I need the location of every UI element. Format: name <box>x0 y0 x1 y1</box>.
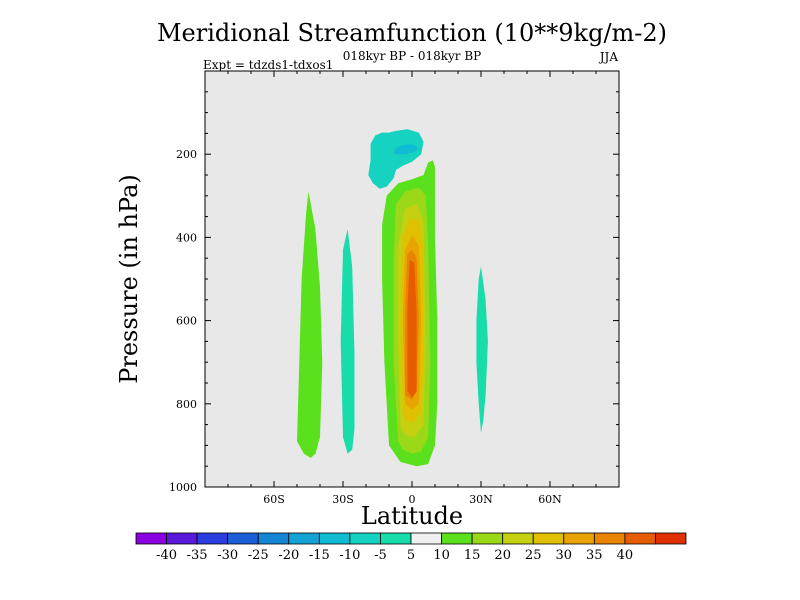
colorbar-swatch <box>166 532 198 545</box>
y-tick-label: 600 <box>176 315 197 328</box>
contour-main-cell-35 <box>407 260 417 398</box>
contour-upper-trough-inner <box>393 144 419 155</box>
colorbar-label: 20 <box>494 548 511 563</box>
y-axis-label: Pressure (in hPa) <box>115 174 143 384</box>
colorbar-label: 30 <box>556 548 573 563</box>
colorbar-swatch <box>135 532 167 545</box>
axis-ticks: 60S 30S 0 30N 60N 200 400 600 800 1000 <box>169 71 619 506</box>
colorbar-swatch <box>380 532 412 545</box>
colorbar-swatch <box>624 532 656 545</box>
colorbar-label: -10 <box>339 548 360 563</box>
colorbar-label: -25 <box>248 548 269 563</box>
contour-regions <box>297 129 488 467</box>
colorbar-label: -30 <box>217 548 238 563</box>
colorbar-swatch <box>655 532 687 545</box>
colorbar-label: -15 <box>309 548 330 563</box>
y-tick-label: 1000 <box>169 481 197 494</box>
y-tick-label: 400 <box>176 231 197 244</box>
colorbar-swatch <box>227 532 259 545</box>
x-axis-label: Latitude <box>361 502 463 530</box>
colorbar-swatch <box>563 532 595 545</box>
colorbar-swatch <box>410 532 442 545</box>
colorbar-swatch <box>196 532 229 545</box>
colorbar-swatch <box>257 532 290 545</box>
colorbar-label: 35 <box>586 548 603 563</box>
x-tick-label: 60N <box>538 493 562 506</box>
colorbar-label: 25 <box>525 548 542 563</box>
colorbar-swatch <box>288 532 320 545</box>
contour-upper-trough-outer <box>368 129 424 189</box>
colorbar-swatch <box>471 532 504 545</box>
contour-ridge-60S <box>297 191 323 458</box>
colorbar-label: -40 <box>156 548 177 563</box>
experiment-label: Expt = tdzds1-tdxos1 <box>203 58 333 72</box>
contour-trough-30S <box>340 229 355 454</box>
colorbar-label: 40 <box>617 548 634 563</box>
colorbar-label: 10 <box>433 548 450 563</box>
colorbar-swatch <box>532 532 565 545</box>
x-tick-label: 60S <box>263 493 285 506</box>
colorbar-label: -35 <box>187 548 208 563</box>
colorbar: -40 -35 -30 -25 -20 -15 -10 -5 5 10 15 20 25 30 35 40 <box>135 532 687 563</box>
colorbar-swatch <box>441 532 473 545</box>
colorbar-swatch <box>349 532 381 545</box>
chart-subtitle: 018kyr BP - 018kyr BP <box>343 49 481 63</box>
colorbar-label: 5 <box>407 548 415 563</box>
x-tick-label: 0 <box>409 493 416 506</box>
colorbar-swatch <box>502 532 534 545</box>
y-tick-label: 200 <box>176 148 197 161</box>
y-tick-label: 800 <box>176 398 197 411</box>
contour-trough-30N <box>476 266 488 433</box>
season-label: JJA <box>598 50 619 64</box>
x-tick-label: 30N <box>469 493 493 506</box>
x-tick-label: 30S <box>332 493 354 506</box>
colorbar-label: 15 <box>464 548 481 563</box>
chart-title: Meridional Streamfunction (10**9kg/m-2) <box>157 19 667 47</box>
colorbar-label: -5 <box>374 548 387 563</box>
colorbar-swatch <box>593 532 626 545</box>
colorbar-label: -20 <box>278 548 299 563</box>
colorbar-swatch <box>318 532 351 545</box>
